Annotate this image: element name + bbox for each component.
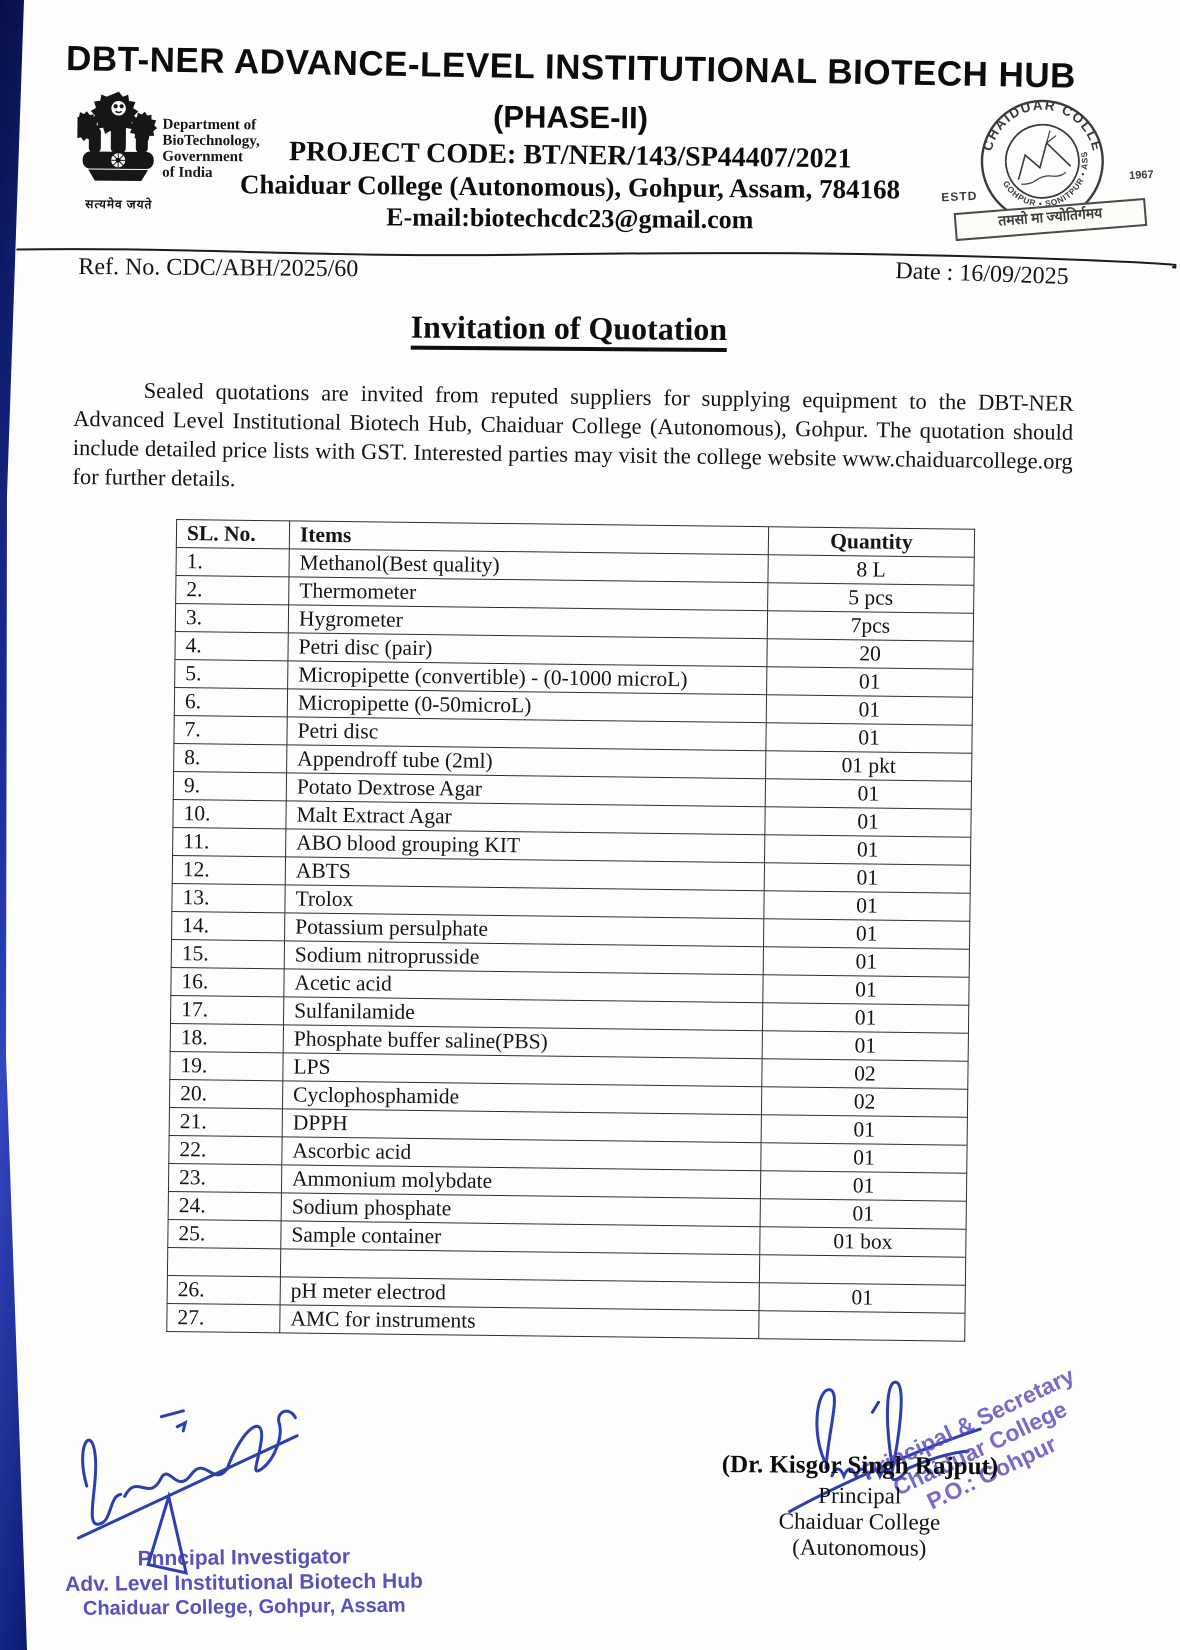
row-quantity: 20 (766, 638, 974, 670)
row-serial: 16. (170, 967, 285, 997)
header-quantity: Quantity (768, 526, 975, 558)
principal-role: Principal (818, 1482, 902, 1509)
quotation-items-table: SL. No. Items Quantity 1. Methanol(Best q… (166, 519, 975, 1342)
row-quantity: 01 (762, 1030, 969, 1062)
row-quantity: 01 (759, 1282, 966, 1314)
stamp-line: Chaiduar College, Gohpur, Assam (82, 1594, 406, 1620)
row-serial: 17. (170, 995, 284, 1025)
row-serial: 2. (175, 575, 289, 605)
document-title: Invitation of Quotation (4, 305, 1134, 353)
row-quantity: 01 (763, 918, 970, 950)
satyameva-jayate-motto: सत्यमेव जयते (85, 197, 153, 212)
row-quantity: 01 (760, 1142, 968, 1174)
row-quantity: 01 (761, 1114, 968, 1146)
chaiduar-college-seal: CHAIDUAR COLLEGE GOHPUR • SONITPUR • ASS… (937, 89, 1158, 248)
row-quantity: 01 (764, 862, 971, 894)
row-quantity: 01 (762, 1002, 969, 1034)
row-quantity: 01 (762, 974, 970, 1006)
row-quantity: 02 (761, 1086, 968, 1118)
row-serial: 6. (174, 687, 288, 717)
row-serial: 7. (173, 715, 288, 745)
row-serial: 12. (172, 855, 286, 885)
row-serial: 15. (171, 939, 285, 969)
principal-signature-block: Principal & Secretary Chaiduar College P… (694, 1351, 1136, 1634)
row-quantity: 01 (760, 1170, 967, 1202)
pi-stamp-text: Pnncipal Investigator Adv. Level Institu… (54, 1543, 435, 1621)
pi-signature-icon (76, 1409, 299, 1575)
row-serial: 18. (170, 1023, 284, 1053)
row-serial: 3. (175, 603, 289, 633)
govt-of-india-emblem-block: Department of BioTechnology, Government of … (76, 88, 328, 215)
row-serial: 25. (167, 1219, 282, 1249)
row-serial: 10. (172, 799, 287, 829)
row-serial: 27. (166, 1303, 281, 1333)
row-quantity: 02 (761, 1058, 969, 1090)
header-sl-no: SL. No. (176, 519, 290, 549)
row-quantity: 01 (764, 834, 971, 866)
row-serial: 20. (169, 1079, 283, 1109)
row-item: AMC for instruments (279, 1304, 760, 1339)
row-quantity: 8 L (767, 554, 975, 586)
principal-name: (Dr. Kisgor Singh Rajput) (721, 1451, 999, 1481)
row-serial: 4. (174, 631, 289, 661)
row-quantity: 01 (766, 694, 973, 726)
reference-number: Ref. No. CDC/ABH/2025/60 (78, 253, 359, 283)
row-quantity (758, 1310, 966, 1342)
principal-college: Chaiduar College (778, 1508, 941, 1535)
row-serial (167, 1247, 281, 1277)
row-quantity: 01 (766, 666, 973, 698)
header-divider-line (16, 248, 1177, 269)
seal-estd-label: ESTD (941, 188, 978, 205)
seal-year-label: 1967 (1128, 168, 1154, 182)
row-serial: 21. (169, 1107, 283, 1137)
row-serial: 14. (171, 911, 285, 941)
row-quantity: 01 (760, 1198, 967, 1230)
row-quantity: 01 box (759, 1226, 967, 1258)
row-serial: 19. (169, 1051, 284, 1081)
india-emblem-icon (76, 91, 158, 181)
row-quantity (759, 1254, 966, 1286)
row-quantity: 01 (763, 890, 971, 922)
stamp-line: Adv. Level Institutional Biotech Hub (65, 1569, 424, 1597)
row-quantity: 01 (763, 946, 970, 978)
principal-autonomous: (Autonomous) (792, 1534, 927, 1561)
row-quantity: 7pcs (767, 610, 974, 642)
row-quantity: 5 pcs (767, 582, 974, 614)
row-serial: 13. (171, 883, 286, 913)
row-quantity: 01 (764, 806, 972, 838)
row-quantity: 01 (765, 778, 972, 810)
row-serial: 24. (168, 1191, 282, 1221)
row-serial: 23. (168, 1163, 282, 1193)
principal-signature-icon (788, 1380, 982, 1514)
row-serial: 5. (174, 659, 288, 689)
row-serial: 26. (167, 1275, 281, 1305)
row-serial: 22. (168, 1135, 283, 1165)
dept-of-biotech-label: Department of BioTechnology, Government of … (162, 116, 260, 182)
row-serial: 11. (172, 827, 286, 857)
row-serial: 8. (173, 743, 287, 773)
row-serial: 9. (173, 771, 287, 801)
principal-investigator-signature-block: Pnncipal Investigator Adv. Level Institu… (54, 1366, 456, 1629)
row-quantity: 01 pkt (765, 750, 972, 782)
stamp-line: Pnncipal Investigator (137, 1545, 351, 1571)
row-quantity: 01 (765, 722, 973, 754)
invitation-paragraph: Sealed quotations are invited from reput… (72, 377, 1074, 492)
document-date: Date : 16/09/2025 (894, 257, 1069, 291)
row-serial: 1. (175, 547, 290, 577)
